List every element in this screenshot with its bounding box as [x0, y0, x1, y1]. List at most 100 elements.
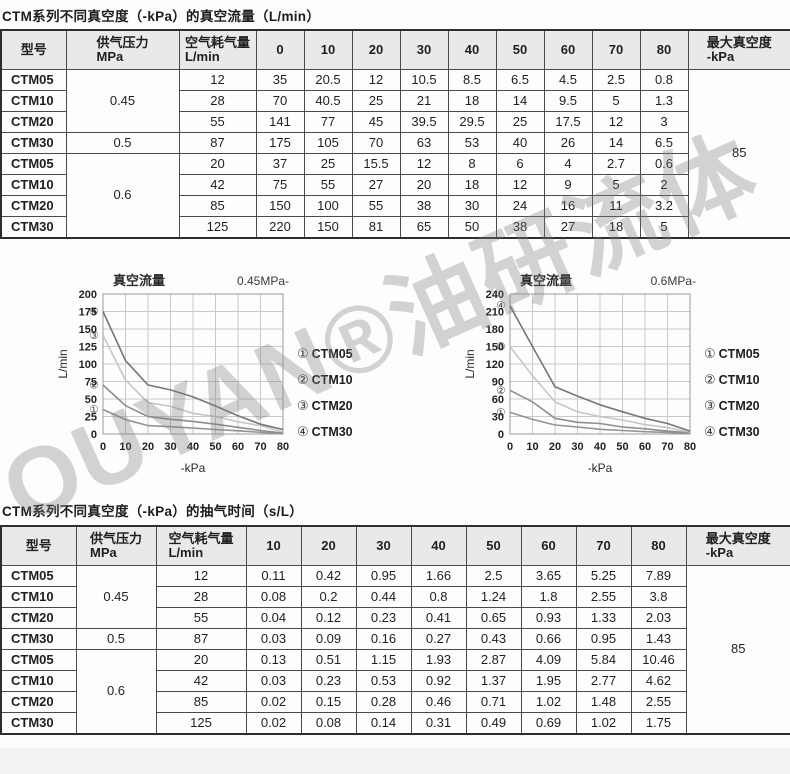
value-cell: 1.02: [575, 712, 632, 735]
value-cell: 14: [495, 90, 545, 112]
model-cell: CTM05: [0, 565, 77, 587]
pressure-cell: 0.45: [65, 69, 180, 133]
svg-text:L/min: L/min: [56, 349, 70, 378]
value-cell: 6.5: [639, 132, 689, 154]
model-cell: CTM20: [0, 195, 67, 217]
value-cell: 29.5: [447, 111, 497, 133]
svg-text:80: 80: [277, 441, 289, 453]
value-cell: 0.23: [355, 607, 412, 629]
svg-text:40: 40: [594, 441, 606, 453]
value-cell: 6: [495, 153, 545, 175]
value-cell: 0.02: [245, 691, 302, 713]
flow-table-head: 型号 供气压力 MPa 空气耗气量 L/min 0 10 20 30 40 50 60 70 80 最大真空…: [0, 29, 790, 70]
value-cell: 12: [399, 153, 449, 175]
vacuum-level-header: 40: [410, 525, 467, 566]
legend-marker-icon: ②: [704, 372, 716, 387]
svg-text:150: 150: [79, 324, 97, 336]
table-row: CTM20 85 0.02 0.15 0.28 0.46 0.71 1.02 1.48 2.55: [0, 691, 790, 713]
svg-text:60: 60: [492, 394, 504, 406]
value-cell: 25: [495, 111, 545, 133]
value-cell: 0.95: [355, 565, 412, 587]
vacuum-level-header: 50: [495, 29, 545, 70]
value-cell: 1.8: [520, 586, 577, 608]
value-cell: 1.75: [630, 712, 687, 735]
value-cell: 16: [543, 195, 593, 217]
pressure-cell: 0.6: [65, 153, 180, 239]
flow-chart-045mpa: ① ② ③ ④ 0 25 50 75 100 125 150 175 200 0 10 20 30 40 50 60 7…: [55, 270, 375, 481]
value-cell: 9.5: [543, 90, 593, 112]
model-cell: CTM20: [0, 607, 77, 629]
value-cell: 0.04: [245, 607, 302, 629]
value-cell: 70: [351, 132, 401, 154]
air-consumption-cell: 42: [178, 174, 257, 196]
model-cell: CTM05: [0, 69, 67, 91]
svg-text:125: 125: [79, 342, 97, 354]
value-cell: 5.84: [575, 649, 632, 671]
value-cell: 2.55: [575, 586, 632, 608]
value-cell: 1.43: [630, 628, 687, 650]
svg-text:150: 150: [486, 342, 504, 354]
model-cell: CTM30: [0, 628, 77, 650]
legend-marker-icon: ①: [704, 346, 716, 361]
svg-text:50: 50: [209, 441, 221, 453]
value-cell: 2.55: [630, 691, 687, 713]
value-cell: 0.08: [300, 712, 357, 735]
value-cell: 0.8: [639, 69, 689, 91]
value-cell: 55: [303, 174, 353, 196]
value-cell: 1.02: [520, 691, 577, 713]
value-cell: 2: [639, 174, 689, 196]
value-cell: 11: [591, 195, 641, 217]
value-cell: 63: [399, 132, 449, 154]
value-cell: 1.95: [520, 670, 577, 692]
value-cell: 2.03: [630, 607, 687, 629]
time-table-body: CTM05 0.45 12 0.11 0.42 0.95 1.66 2.5 3.65 5.25 7.…: [0, 565, 790, 735]
value-cell: 0.8: [410, 586, 467, 608]
svg-text:210: 210: [486, 307, 504, 319]
pressure-cell: 0.5: [65, 132, 180, 154]
svg-text:240: 240: [486, 289, 504, 301]
value-cell: 6.5: [495, 69, 545, 91]
svg-text:0: 0: [507, 441, 513, 453]
value-cell: 1.48: [575, 691, 632, 713]
value-cell: 0.42: [300, 565, 357, 587]
value-cell: 24: [495, 195, 545, 217]
value-cell: 38: [495, 216, 545, 239]
value-cell: 12: [351, 69, 401, 91]
vacuum-level-header: 30: [399, 29, 449, 70]
value-cell: 9: [543, 174, 593, 196]
value-cell: 65: [399, 216, 449, 239]
value-cell: 0.31: [410, 712, 467, 735]
value-cell: 105: [303, 132, 353, 154]
svg-text:20: 20: [549, 441, 561, 453]
svg-text:0: 0: [498, 429, 504, 441]
svg-text:70: 70: [254, 441, 266, 453]
value-cell: 0.03: [245, 670, 302, 692]
legend-marker-icon: ①: [297, 346, 309, 361]
value-cell: 3.65: [520, 565, 577, 587]
air-consumption-cell: 85: [178, 195, 257, 217]
value-cell: 18: [591, 216, 641, 239]
vacuum-level-header: 30: [355, 525, 412, 566]
value-cell: 55: [351, 195, 401, 217]
header-row: 型号 供气压力 MPa 空气耗气量 L/min 0 10 20 30 40 50 60 70 80 最大真空…: [0, 29, 790, 70]
value-cell: 5: [591, 174, 641, 196]
value-cell: 0.53: [355, 670, 412, 692]
value-cell: 45: [351, 111, 401, 133]
legend-label: CTM30: [718, 425, 760, 439]
svg-text:10: 10: [119, 441, 131, 453]
legend-marker-icon: ③: [704, 398, 716, 413]
svg-text:④: ④: [496, 300, 505, 312]
value-cell: 10.5: [399, 69, 449, 91]
value-cell: 26: [543, 132, 593, 154]
value-cell: 0.66: [520, 628, 577, 650]
air-consumption-cell: 125: [155, 712, 247, 735]
legend-label: CTM05: [311, 347, 353, 361]
flow-table-body: CTM05 0.45 12 35 20.5 12 10.5 8.5 6.5 4.5 2.5 0.8 85…: [0, 69, 790, 239]
pressure-header: 供气压力 MPa: [65, 29, 180, 70]
value-cell: 0.65: [465, 607, 522, 629]
model-cell: CTM30: [0, 712, 77, 735]
legend-marker-icon: ③: [297, 398, 309, 413]
value-cell: 0.69: [520, 712, 577, 735]
value-cell: 20.5: [303, 69, 353, 91]
model-cell: CTM20: [0, 691, 77, 713]
